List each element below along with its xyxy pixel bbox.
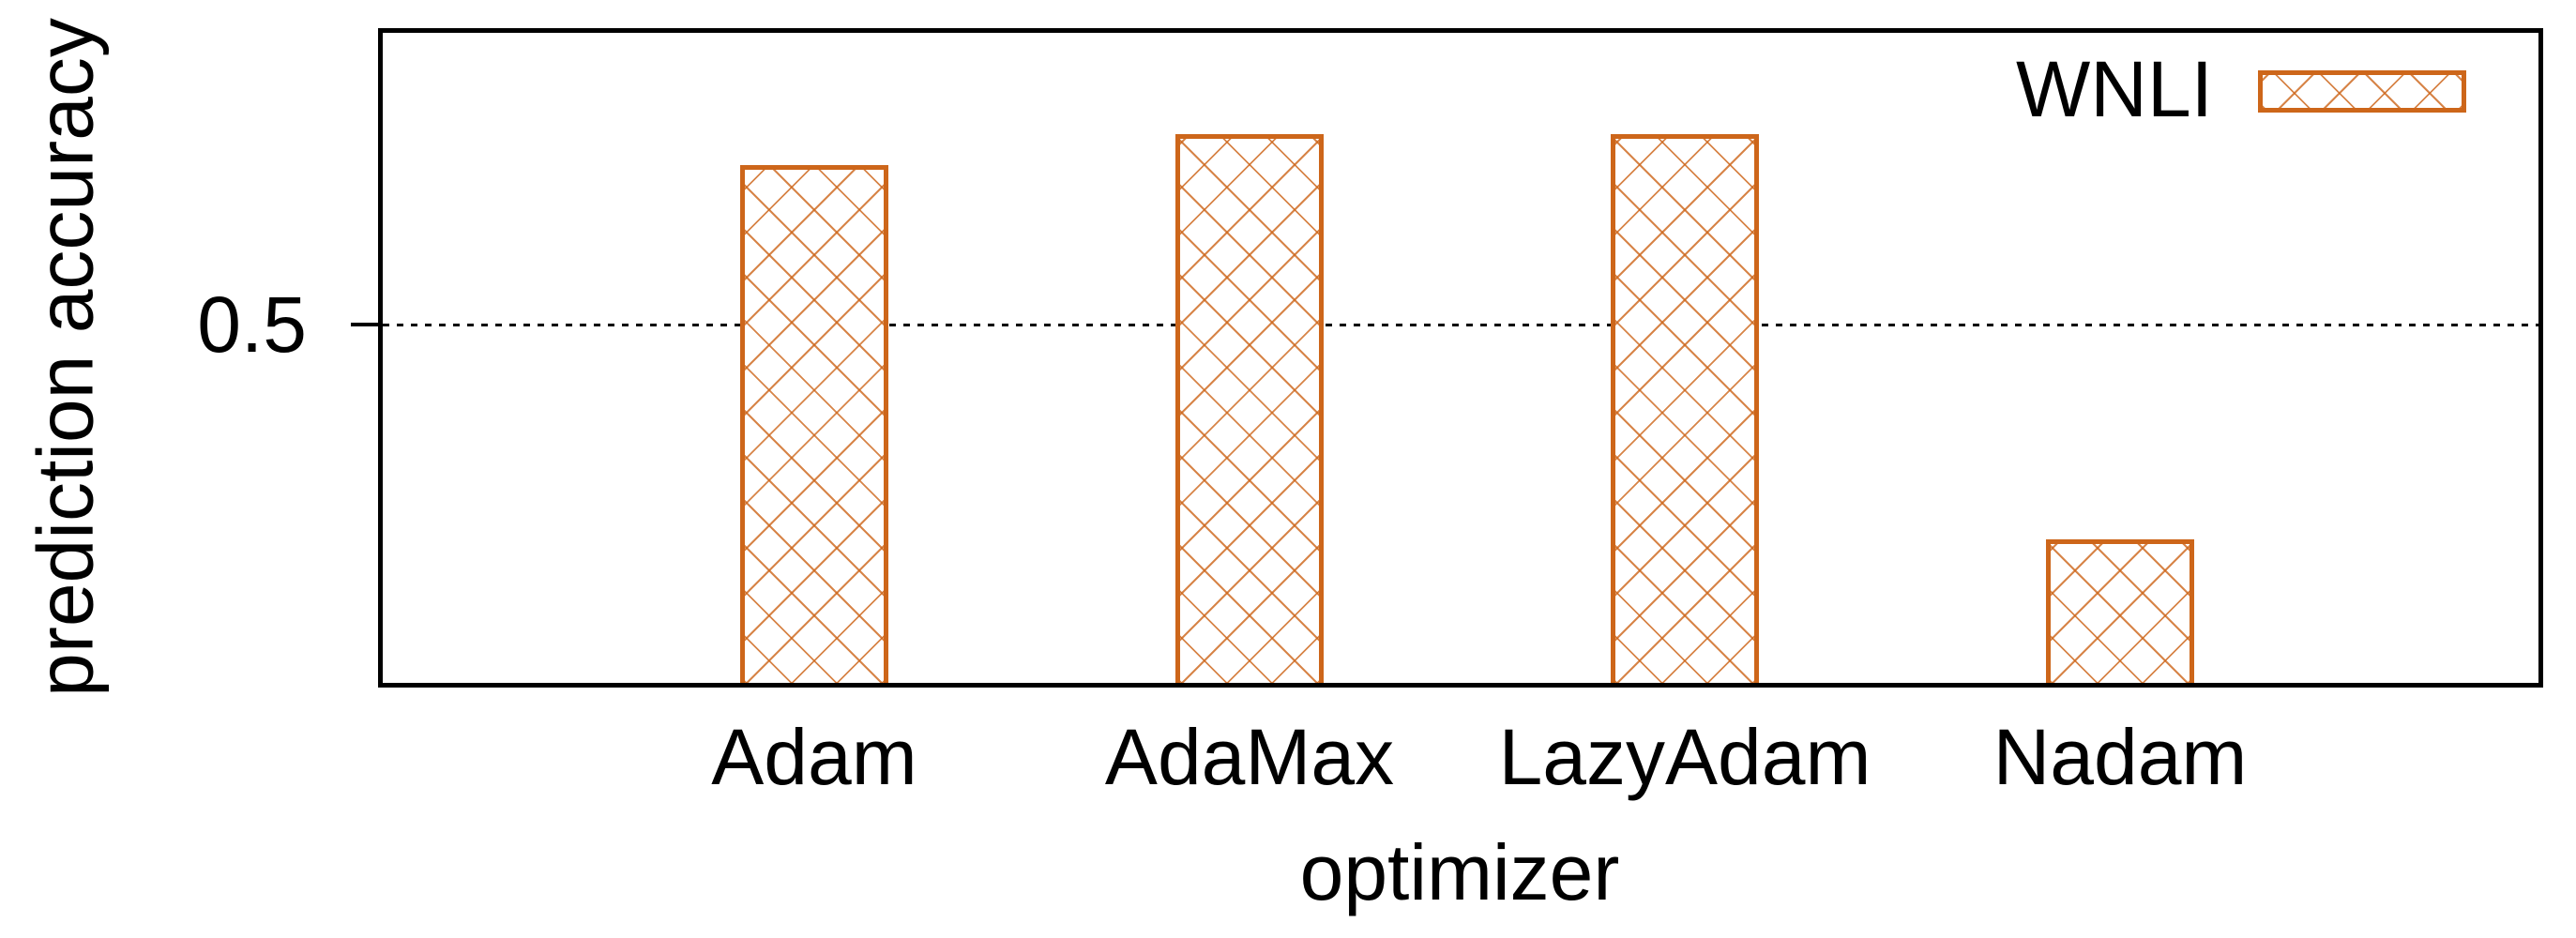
x-tick-label-lazyadam: LazyAdam bbox=[1498, 713, 1871, 801]
bar-adamax bbox=[1175, 134, 1324, 683]
x-axis-label: optimizer bbox=[1299, 828, 1620, 916]
y-tick-mark-0.5 bbox=[351, 323, 378, 326]
bar-lazyadam bbox=[1611, 134, 1759, 683]
legend-series-label: WNLI bbox=[2016, 45, 2213, 133]
y-tick-label-0.5: 0.5 bbox=[197, 280, 307, 369]
bar-nadam bbox=[2046, 539, 2194, 683]
y-axis-label: prediction accuracy bbox=[21, 18, 110, 697]
x-tick-label-adamax: AdaMax bbox=[1104, 713, 1395, 801]
legend-swatch bbox=[2258, 70, 2466, 113]
plot-area bbox=[378, 28, 2543, 688]
plot-inner-area bbox=[383, 33, 2538, 683]
gridline-0.5 bbox=[383, 324, 2538, 326]
bar-adam bbox=[740, 165, 888, 683]
x-tick-label-nadam: Nadam bbox=[1993, 713, 2248, 801]
x-tick-label-adam: Adam bbox=[711, 713, 917, 801]
